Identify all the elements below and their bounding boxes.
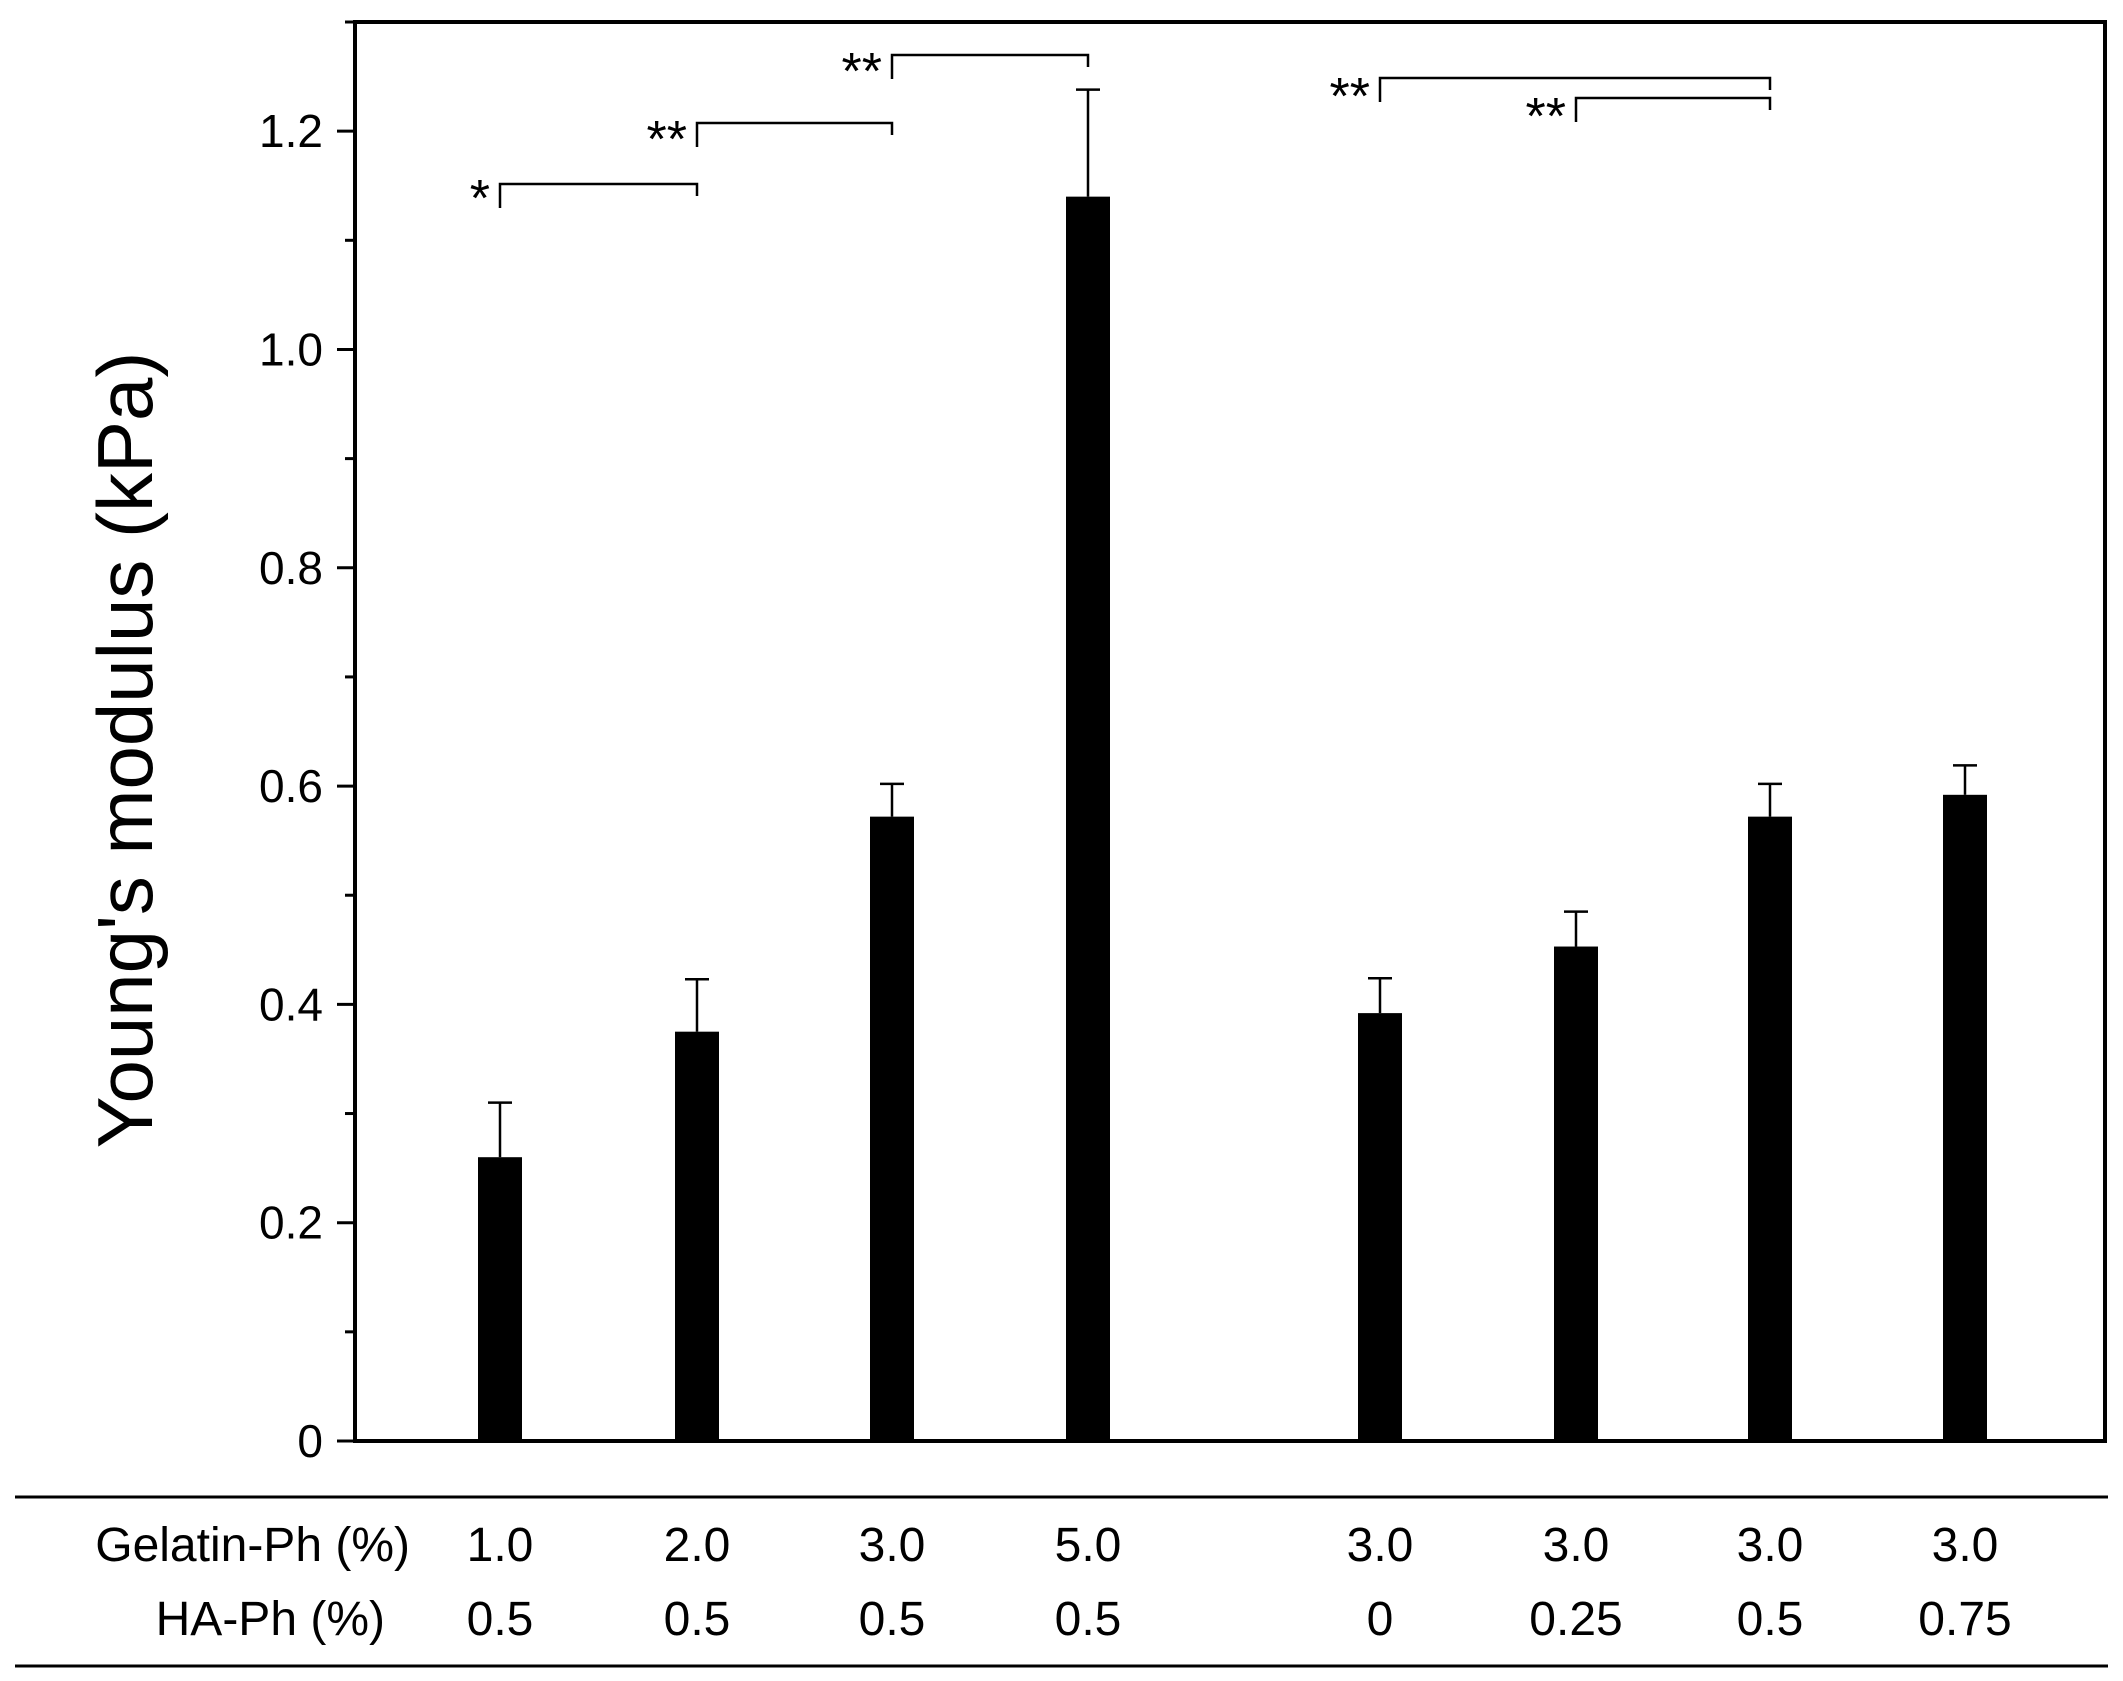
y-tick-label: 1.2: [259, 105, 323, 157]
gelatin-value: 3.0: [1932, 1519, 1999, 1572]
ha-value: 0.25: [1529, 1593, 1622, 1646]
significance-label: **: [1526, 88, 1566, 146]
ha-value: 0.5: [1055, 1593, 1122, 1646]
bars-layer: [478, 196, 1987, 1442]
y-tick-label: 0.8: [259, 542, 323, 594]
bar: [1554, 946, 1598, 1441]
y-tick-label: 0.2: [259, 1197, 323, 1249]
bar: [1358, 1013, 1402, 1441]
significance-label: **: [1330, 68, 1370, 126]
significance-label: **: [842, 43, 882, 101]
significance-bracket: [695, 121, 894, 147]
ha-value: 0.75: [1918, 1593, 2011, 1646]
gelatin-value: 3.0: [1347, 1519, 1414, 1572]
ha-value: 0.5: [467, 1593, 534, 1646]
significance-bracket: [1378, 76, 1772, 102]
ha-value: 0: [1367, 1593, 1394, 1646]
bar: [1748, 816, 1792, 1441]
significance-bracket: [498, 182, 699, 208]
significance-layer: ***** ** **: [470, 43, 1772, 228]
y-tick-label: 1.0: [259, 323, 323, 375]
bar: [478, 1157, 522, 1441]
significance-bracket: [890, 53, 1090, 79]
gelatin-value: 2.0: [664, 1519, 731, 1572]
ha-value: 0.5: [859, 1593, 926, 1646]
gelatin-value: 5.0: [1055, 1519, 1122, 1572]
row-label-gelatin: Gelatin-Ph (%): [95, 1519, 410, 1572]
plot-frame: [353, 20, 2107, 1443]
y-axis-title: Young's modulus (kPa): [81, 352, 169, 1149]
bar: [675, 1031, 719, 1441]
y-tick-label: 0: [297, 1415, 323, 1467]
y-tick-label: 0.4: [259, 978, 323, 1030]
ha-value: 0.5: [664, 1593, 731, 1646]
gelatin-value: 3.0: [1543, 1519, 1610, 1572]
bar: [1943, 794, 1987, 1441]
error-bars-layer: [488, 88, 1977, 1158]
significance-label: **: [647, 111, 687, 169]
condition-table: Gelatin-Ph (%) HA-Ph (%) 1.0 0.5 2.0 0.5 3.0 0.…: [15, 1495, 2108, 1668]
bar: [870, 816, 914, 1441]
y-tick-label: 0.6: [259, 760, 323, 812]
gelatin-value: 1.0: [467, 1519, 534, 1572]
ha-value: 0.5: [1737, 1593, 1804, 1646]
significance-label: *: [470, 170, 490, 228]
axes-layer: 0 0.2 0.4 0.6 0.8 1.0 1.2: [259, 20, 2107, 1467]
significance-bracket: [1574, 96, 1772, 122]
bar: [1066, 196, 1110, 1442]
gelatin-value: 3.0: [1737, 1519, 1804, 1572]
gelatin-value: 3.0: [859, 1519, 926, 1572]
row-label-ha: HA-Ph (%): [156, 1593, 385, 1646]
